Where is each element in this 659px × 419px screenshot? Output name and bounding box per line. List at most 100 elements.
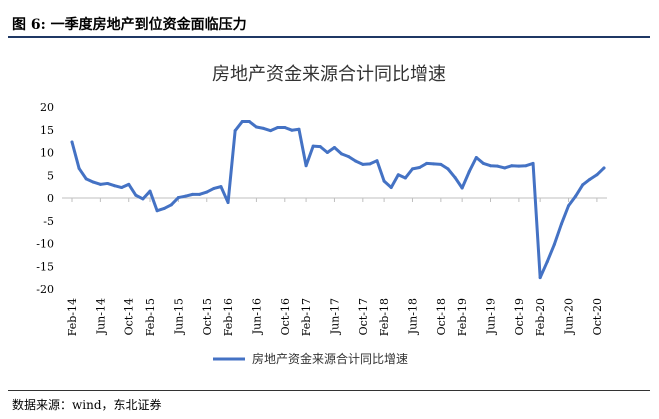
y-tick-label: 20 bbox=[40, 101, 54, 114]
figure-title: 图 6: 一季度房地产到位资金面临压力 bbox=[12, 14, 247, 34]
data-point bbox=[545, 260, 549, 264]
data-point bbox=[538, 276, 542, 280]
x-tick-label: Jun-18 bbox=[406, 298, 419, 335]
source-note: 数据来源：wind，东北证券 bbox=[12, 398, 162, 412]
x-tick-label: Feb-16 bbox=[222, 298, 235, 336]
x-tick-label: Feb-18 bbox=[378, 298, 391, 336]
data-point bbox=[91, 180, 95, 184]
data-point bbox=[460, 186, 464, 190]
data-point bbox=[332, 145, 336, 149]
data-point bbox=[98, 182, 102, 186]
data-point bbox=[240, 120, 244, 124]
data-point bbox=[567, 204, 571, 208]
data-point bbox=[70, 140, 74, 144]
data-point bbox=[183, 194, 187, 198]
x-tick-label: Oct-18 bbox=[435, 298, 448, 335]
data-point bbox=[425, 161, 429, 165]
x-tick-label: Jun-19 bbox=[485, 298, 498, 335]
data-point bbox=[311, 144, 315, 148]
data-point bbox=[134, 193, 138, 197]
data-point bbox=[148, 189, 152, 193]
data-point bbox=[226, 201, 230, 205]
x-tick-label: Jun-17 bbox=[328, 298, 341, 335]
series-layer bbox=[70, 120, 606, 280]
data-point bbox=[262, 126, 266, 130]
x-tick-label: Oct-20 bbox=[591, 298, 604, 335]
data-point bbox=[276, 125, 280, 129]
footer-rule bbox=[8, 390, 650, 391]
x-tick-label: Oct-19 bbox=[513, 298, 526, 335]
data-point bbox=[418, 166, 422, 170]
data-point bbox=[474, 156, 478, 160]
data-point bbox=[290, 128, 294, 132]
x-tick-label: Feb-20 bbox=[534, 298, 547, 336]
y-tick-label: 15 bbox=[40, 124, 54, 137]
data-point bbox=[368, 162, 372, 166]
chart-title: 房地产资金来源合计同比增速 bbox=[212, 64, 446, 85]
header-rule bbox=[8, 36, 650, 38]
data-point bbox=[446, 167, 450, 171]
data-point bbox=[105, 181, 109, 185]
data-point bbox=[453, 176, 457, 180]
data-point bbox=[354, 159, 358, 163]
data-point bbox=[254, 125, 258, 129]
data-point bbox=[382, 179, 386, 183]
data-point bbox=[120, 186, 124, 190]
data-point bbox=[517, 164, 521, 168]
data-point bbox=[304, 164, 308, 168]
data-point bbox=[467, 170, 471, 174]
data-point bbox=[113, 184, 117, 188]
x-tick-label: Feb-14 bbox=[66, 298, 79, 336]
y-tick-label: -5 bbox=[43, 215, 54, 228]
data-point bbox=[191, 192, 195, 196]
data-point bbox=[588, 177, 592, 181]
figure-caption: 一季度房地产到位资金面临压力 bbox=[50, 17, 247, 33]
data-point bbox=[347, 155, 351, 159]
data-point bbox=[127, 182, 131, 186]
data-point bbox=[389, 186, 393, 190]
data-point bbox=[155, 209, 159, 213]
data-point bbox=[198, 192, 202, 196]
x-tick-label: Feb-17 bbox=[300, 298, 313, 336]
y-tick-label: 0 bbox=[47, 192, 54, 205]
data-point bbox=[283, 125, 287, 129]
x-tick-label: Jun-15 bbox=[172, 298, 185, 335]
data-point bbox=[489, 164, 493, 168]
y-tick-label: -20 bbox=[36, 283, 54, 296]
data-point bbox=[496, 164, 500, 168]
data-point bbox=[77, 166, 81, 170]
data-point bbox=[269, 129, 273, 133]
data-point bbox=[340, 152, 344, 156]
data-point bbox=[325, 151, 329, 154]
data-point bbox=[396, 173, 400, 177]
data-point bbox=[169, 203, 173, 207]
data-point bbox=[602, 166, 606, 170]
y-tick-label: -15 bbox=[36, 260, 54, 273]
x-tick-label: Oct-16 bbox=[279, 298, 292, 335]
data-point bbox=[559, 222, 563, 226]
data-point bbox=[247, 120, 251, 124]
x-tick-label: Jun-20 bbox=[563, 298, 576, 335]
data-point bbox=[212, 186, 216, 190]
x-axis: Feb-14 Jun-14 Oct-14 Feb-15 Jun-15 Oct-15 Feb-… bbox=[62, 197, 607, 336]
figure-header: 图 6: 一季度房地产到位资金面临压力 bbox=[8, 10, 648, 38]
x-tick-label: Feb-15 bbox=[144, 298, 157, 336]
data-point bbox=[481, 161, 485, 165]
data-point bbox=[581, 183, 585, 187]
y-axis: -20 -15 -10 -5 0 5 10 15 20 bbox=[36, 101, 54, 296]
data-point bbox=[524, 164, 528, 168]
x-tick-label: Jun-16 bbox=[250, 298, 263, 335]
data-point bbox=[219, 185, 223, 189]
x-tick-label: Oct-15 bbox=[201, 298, 214, 335]
y-tick-label: -10 bbox=[36, 238, 54, 251]
data-point bbox=[361, 162, 365, 166]
data-point bbox=[510, 164, 514, 168]
data-point bbox=[318, 145, 322, 149]
x-tick-label: Feb-19 bbox=[456, 298, 469, 336]
data-point bbox=[403, 176, 407, 180]
data-point bbox=[595, 173, 599, 177]
data-point bbox=[410, 167, 414, 171]
data-point bbox=[531, 161, 535, 165]
x-tick-label: Oct-17 bbox=[357, 298, 370, 335]
data-point bbox=[375, 159, 379, 163]
